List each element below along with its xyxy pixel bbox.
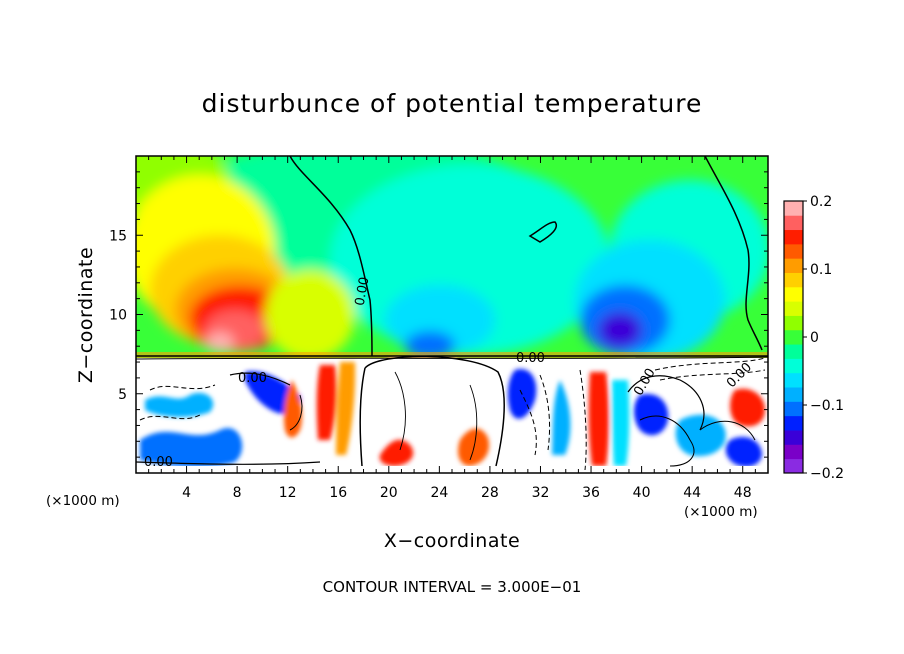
colorbar-swatch: [784, 272, 803, 288]
y-axis: 5 10 15: [109, 171, 768, 458]
colorbar-swatch: [784, 401, 803, 417]
contour-lines: [136, 156, 768, 471]
x-tick-label: 8: [233, 485, 242, 501]
y-tick-label: 5: [118, 387, 127, 403]
x-tick-label: 12: [279, 485, 297, 501]
plot-area: 0.00 0.00 0.00 0.00 0.00 0.00: [136, 156, 768, 473]
y-axis-title: Z−coordinate: [75, 247, 97, 383]
contour-label: 0.00: [238, 371, 267, 386]
x-tick-label: 28: [481, 485, 499, 501]
colorbar-swatch: [784, 372, 803, 388]
x-unit-left: (×1000 m): [46, 493, 120, 509]
x-tick-label: 24: [430, 485, 448, 501]
x-tick-label: 32: [532, 485, 550, 501]
contour-label: 0.00: [353, 276, 373, 307]
field-lower: [136, 352, 768, 473]
colorbar-swatch: [784, 315, 803, 331]
x-tick-label: 36: [582, 485, 600, 501]
colorbar-tick-label: 0.2: [810, 194, 832, 210]
field-upper: [136, 156, 768, 360]
colorbar-swatch: [784, 358, 803, 374]
y-tick-label: 10: [109, 308, 127, 324]
colorbar-swatch: [784, 243, 803, 259]
colorbar-swatch: [784, 258, 803, 273]
chart-title: disturbunce of potential temperature: [202, 89, 703, 118]
x-unit-right: (×1000 m): [684, 504, 758, 520]
x-axis: 4 8 12 16 20 24 28 32 36 40 44 48: [148, 156, 756, 501]
x-tick-label: 20: [380, 485, 398, 501]
colorbar-tick-label: −0.2: [810, 466, 844, 482]
colorbar: 0.2 0.1 0 −0.1 −0.2: [783, 194, 844, 482]
colorbar-swatch: [784, 229, 803, 245]
x-tick-label: 48: [734, 485, 752, 501]
x-tick-label: 44: [683, 485, 701, 501]
y-tick-label: 15: [109, 228, 127, 244]
contour-label: 0.00: [516, 351, 545, 366]
colorbar-swatch: [784, 344, 803, 359]
colorbar-swatch: [784, 329, 803, 345]
colorbar-swatch: [784, 458, 803, 474]
x-tick-label: 4: [182, 485, 191, 501]
colorbar-swatch: [784, 215, 803, 231]
colorbar-tick-label: −0.1: [810, 398, 844, 414]
x-axis-title: X−coordinate: [384, 530, 520, 552]
colorbar-swatch: [784, 387, 803, 402]
contour-interval: CONTOUR INTERVAL = 3.000E−01: [323, 578, 582, 596]
colorbar-swatch: [784, 201, 803, 216]
colorbar-swatch: [784, 430, 803, 445]
colorbar-swatch: [784, 444, 803, 460]
colorbar-swatch: [784, 286, 803, 302]
contour-label: 0.00: [144, 455, 173, 470]
colorbar-tick-label: 0.1: [810, 262, 832, 278]
x-tick-label: 40: [633, 485, 651, 501]
colorbar-tick-label: 0: [810, 330, 819, 346]
x-tick-label: 16: [329, 485, 347, 501]
colorbar-swatch: [784, 301, 803, 316]
colorbar-swatch: [784, 415, 803, 431]
